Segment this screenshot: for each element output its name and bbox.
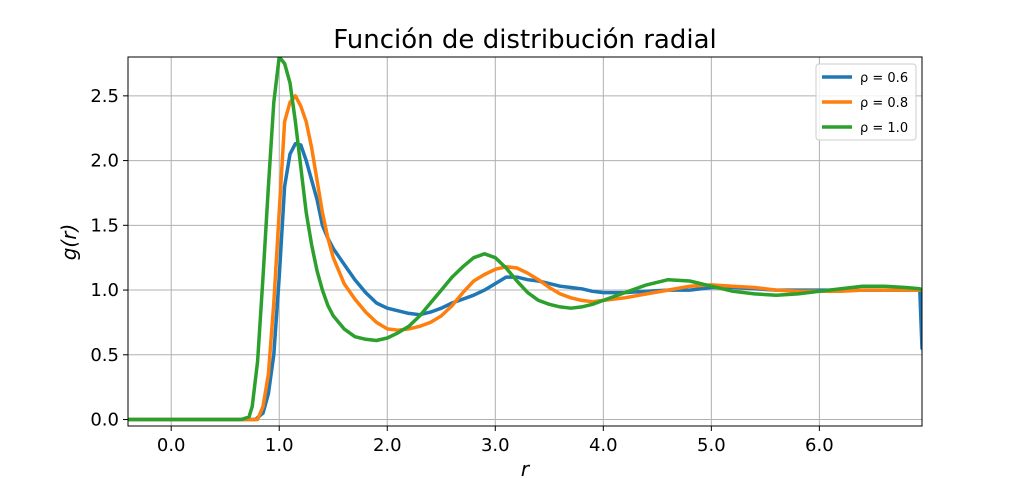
chart-title: Función de distribución radial <box>333 25 716 55</box>
series-layer <box>128 57 922 422</box>
series-line-2 <box>128 94 922 422</box>
y-tick-label: 1.0 <box>90 280 119 301</box>
series-line-1 <box>128 141 922 422</box>
x-tick-label: 0.0 <box>157 435 186 456</box>
grid-layer <box>128 57 922 426</box>
y-tick-label: 2.5 <box>90 86 119 107</box>
x-tick-label: 4.0 <box>589 435 618 456</box>
legend-box <box>815 63 917 141</box>
tick-layer: 0.0 1.0 2.0 3.0 4.0 5.0 6.0 0.0 0.5 1.0 1.5 2.0 2.5 <box>90 86 833 456</box>
y-tick-label: 0.0 <box>90 410 119 431</box>
x-tick-label: 5.0 <box>697 435 726 456</box>
x-axis-label: r <box>521 457 531 479</box>
legend-label: ρ = 0.8 <box>860 96 908 111</box>
x-tick-label: 2.0 <box>373 435 402 456</box>
legend: ρ = 0.6 ρ = 0.8 ρ = 1.0 <box>815 63 917 141</box>
legend-label: ρ = 0.6 <box>860 71 908 86</box>
x-tick-label: 6.0 <box>805 435 834 456</box>
y-tick-label: 1.5 <box>90 215 119 236</box>
x-tick-label: 3.0 <box>481 435 510 456</box>
y-tick-label: 0.5 <box>90 345 119 366</box>
y-axis-label: g(r) <box>57 224 81 261</box>
x-tick-label: 1.0 <box>265 435 294 456</box>
plot-frame <box>127 56 923 427</box>
series-line-3 <box>128 57 922 422</box>
y-tick-label: 2.0 <box>90 151 119 172</box>
legend-label: ρ = 1.0 <box>860 121 908 136</box>
